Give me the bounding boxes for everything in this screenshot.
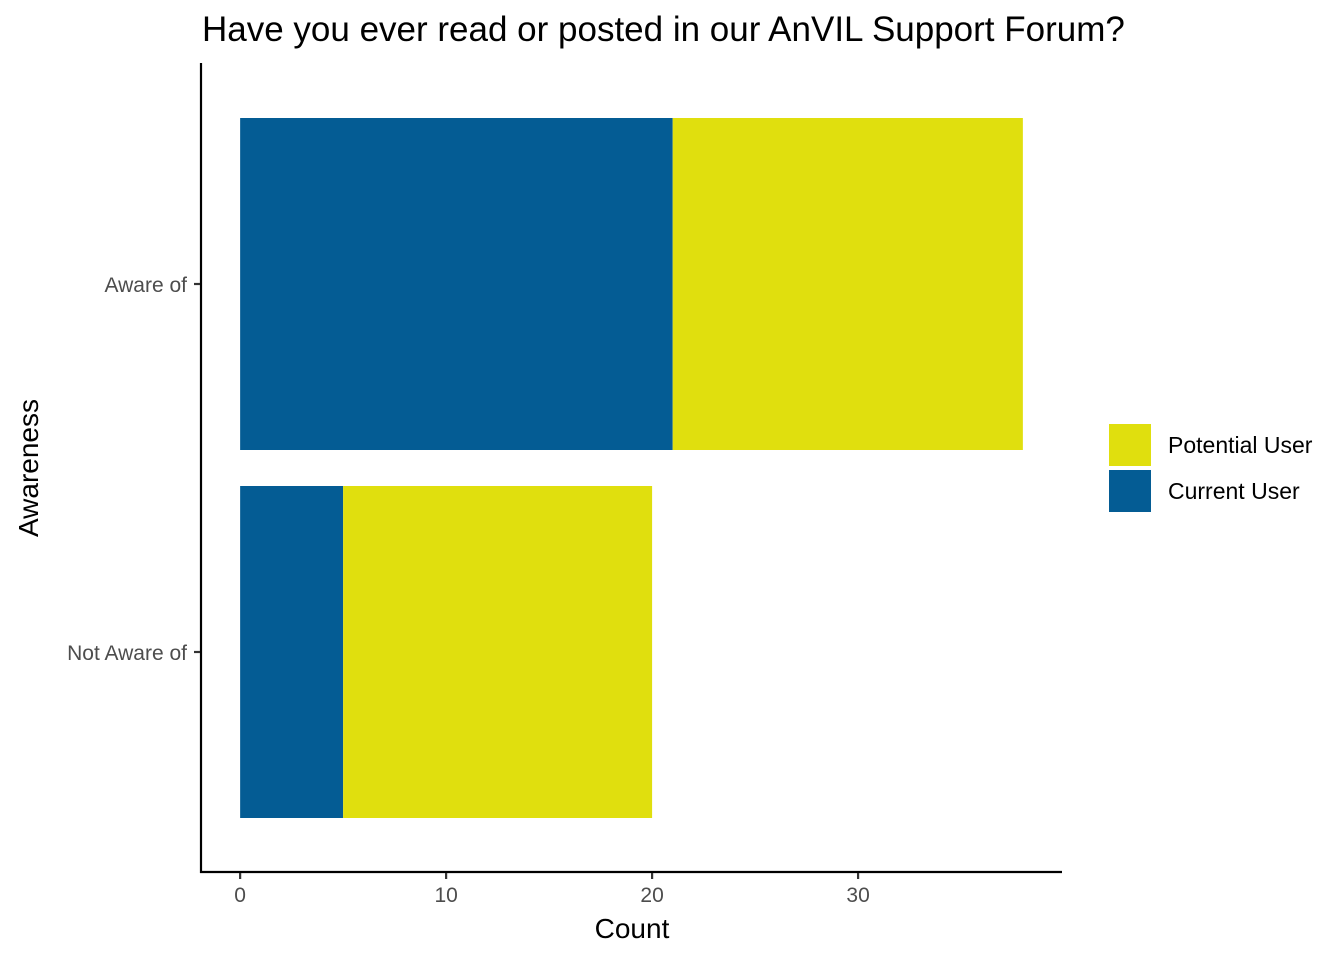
legend: Potential User Current User	[1109, 424, 1313, 512]
x-tick-label-30: 30	[846, 884, 869, 907]
bars-layer	[240, 118, 1023, 818]
x-ticks: 0 10 20 30	[234, 873, 870, 907]
bar-not-aware-of-current-user	[240, 486, 344, 818]
y-axis-title: Awareness	[13, 399, 44, 537]
legend-key-current-user	[1109, 470, 1151, 512]
legend-label-current-user: Current User	[1168, 478, 1300, 504]
y-ticks: Aware of Not Aware of	[67, 274, 200, 665]
x-tick-label-0: 0	[234, 884, 246, 907]
y-tick-label-aware-of: Aware of	[105, 274, 188, 297]
x-tick-label-10: 10	[434, 884, 457, 907]
bar-aware-of-potential-user	[672, 118, 1023, 450]
bar-aware-of-current-user	[240, 118, 673, 450]
x-axis-title: Count	[595, 913, 670, 944]
chart-title: Have you ever read or posted in our AnVI…	[202, 10, 1125, 49]
legend-key-potential-user	[1109, 424, 1151, 466]
legend-label-potential-user: Potential User	[1168, 432, 1313, 458]
x-tick-label-20: 20	[640, 884, 663, 907]
axes-layer	[199, 63, 1062, 874]
bar-not-aware-of-potential-user	[343, 486, 653, 818]
y-tick-label-not-aware-of: Not Aware of	[67, 642, 187, 665]
